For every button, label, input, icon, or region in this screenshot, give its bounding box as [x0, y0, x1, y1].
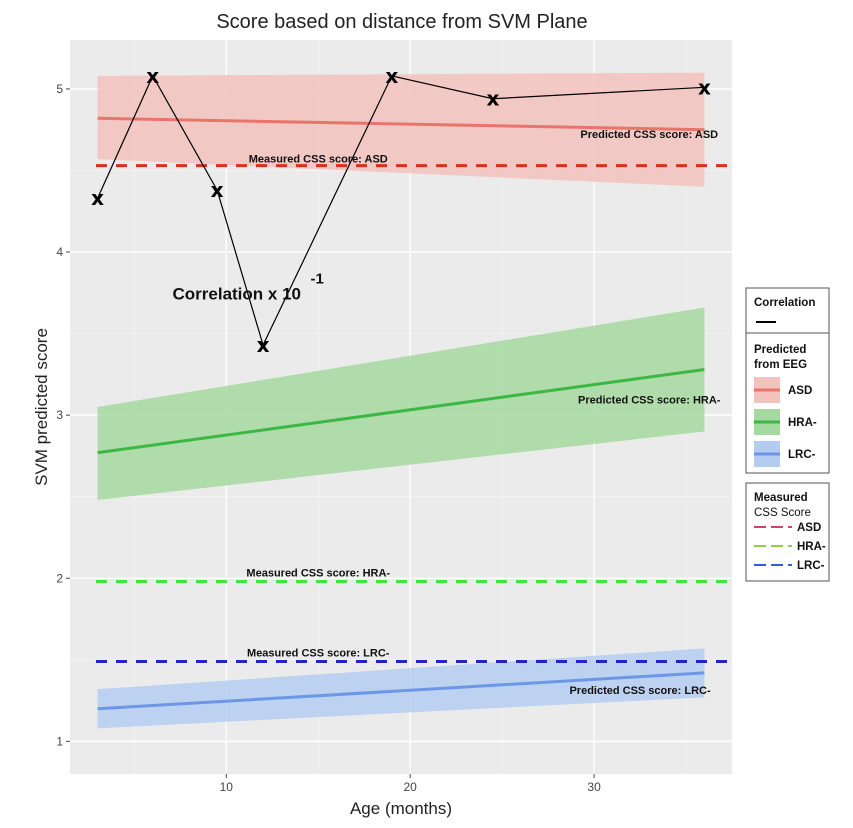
ci-band-hra: [97, 307, 705, 500]
ci-band-lrc: [97, 648, 705, 729]
correlation-point: x: [257, 333, 270, 357]
annotation-measured-hra: Measured CSS score: HRA-: [246, 568, 390, 580]
correlation-point: x: [146, 64, 159, 88]
annotation-predicted-asd: Predicted CSS score: ASD: [580, 129, 718, 141]
legend-title-predicted-2: from EEG: [754, 359, 807, 371]
x-tick-label: 10: [220, 780, 234, 794]
correlation-series: x x x x x x x: [91, 64, 711, 357]
legend-title-measured-1: Measured: [754, 492, 808, 504]
legend-label-measured-hra: HRA-: [797, 541, 826, 553]
legend-box-correlation: [745, 287, 830, 334]
annotations: Predicted CSS score: ASD Measured CSS sc…: [173, 129, 721, 697]
legend-title-measured-2: CSS Score: [754, 507, 811, 519]
legend-label-predicted-hra: HRA-: [788, 417, 817, 429]
legend-label-predicted-asd: ASD: [788, 385, 812, 397]
legend-label-predicted-lrc: LRC-: [788, 449, 816, 461]
annotation-measured-asd: Measured CSS score: ASD: [249, 153, 388, 165]
y-axis-title: SVM predicted score: [32, 328, 51, 486]
y-tick-label: 2: [56, 571, 63, 585]
legend-title-correlation: Correlation: [754, 297, 815, 309]
legend-title-predicted-1: Predicted: [754, 344, 806, 356]
correlation-point: x: [698, 75, 711, 99]
y-tick-label: 1: [56, 734, 63, 748]
confidence-bands: [97, 72, 705, 729]
predicted-line-asd: [97, 116, 705, 132]
x-axis-title: Age (months): [350, 799, 452, 818]
legend: Correlation Predicted from EEG ASD HRA- LR…: [745, 287, 830, 582]
predicted-lines: [97, 116, 705, 711]
annotation-predicted-lrc: Predicted CSS score: LRC-: [569, 685, 711, 697]
predicted-line-hra: [97, 367, 705, 455]
predicted-line-lrc: [97, 671, 705, 711]
y-tick-label: 4: [56, 245, 63, 259]
x-axis: 10 20 30: [220, 774, 601, 794]
chart-title: Score based on distance from SVM Plane: [216, 11, 587, 33]
legend-label-measured-lrc: LRC-: [797, 560, 825, 572]
measured-lines: [96, 164, 728, 663]
correlation-label-superscript: -1: [311, 270, 324, 287]
correlation-label: Correlation x 10: [173, 284, 302, 303]
correlation-point: x: [211, 178, 224, 202]
y-axis: 1 2 3 4 5: [56, 82, 70, 748]
legend-label-measured-asd: ASD: [797, 522, 821, 534]
correlation-point: x: [486, 87, 499, 111]
y-tick-label: 5: [56, 82, 63, 96]
x-tick-label: 30: [587, 780, 601, 794]
annotation-measured-lrc: Measured CSS score: LRC-: [247, 648, 390, 660]
correlation-line: [97, 74, 705, 347]
correlation-point: x: [91, 186, 104, 210]
y-tick-label: 3: [56, 408, 63, 422]
annotation-predicted-hra: Predicted CSS score: HRA-: [578, 395, 721, 407]
ci-band-asd: [97, 72, 705, 187]
x-tick-label: 20: [404, 780, 418, 794]
correlation-point: x: [385, 64, 398, 88]
